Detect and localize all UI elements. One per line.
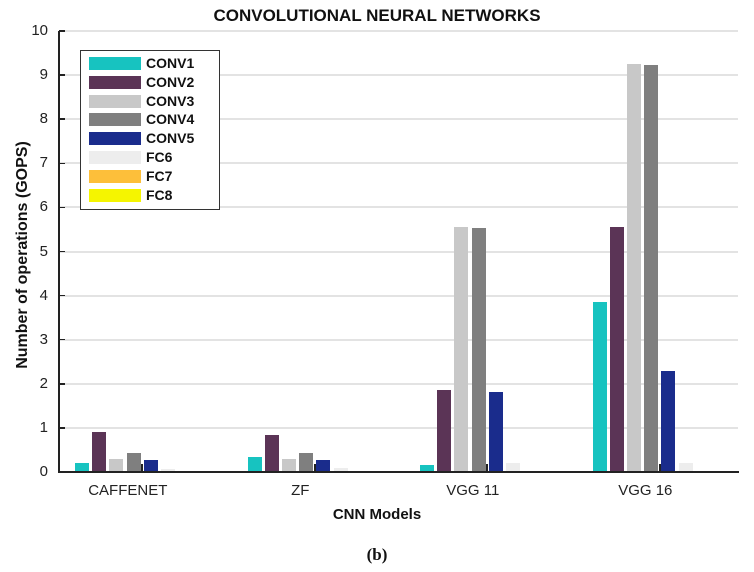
- legend-label: FC6: [146, 149, 173, 165]
- y-tick-label: 3: [39, 330, 48, 348]
- legend-swatch: [89, 188, 141, 202]
- y-tick-label: 0: [39, 463, 48, 480]
- x-axis-label: CNN Models: [332, 506, 422, 523]
- x-category-label: VGG 16: [618, 482, 673, 499]
- x-tick-mark: [658, 464, 661, 472]
- legend-swatch: [89, 132, 141, 146]
- bar-conv4-zf: [299, 453, 314, 472]
- gridline: [59, 162, 738, 165]
- y-tick-label: 4: [39, 286, 48, 304]
- legend-label: FC7: [146, 167, 173, 184]
- bar-conv2-vgg-11: [437, 390, 452, 472]
- y-tick-mark: [59, 383, 65, 385]
- bar-conv5-zf: [316, 460, 331, 472]
- bar-conv5-caffenet: [143, 459, 158, 472]
- legend-swatch: [89, 57, 141, 70]
- y-tick-label: 7: [39, 154, 48, 172]
- gridline: [59, 118, 738, 121]
- y-tick-label: 2: [39, 374, 48, 392]
- gridline: [59, 74, 738, 77]
- x-tick-mark: [486, 464, 489, 472]
- legend-swatch: [89, 94, 141, 108]
- bar-conv1-vgg-16: [592, 301, 607, 472]
- bar-conv3-zf: [281, 459, 296, 472]
- y-tick-mark: [59, 294, 65, 297]
- x-category-label: ZF: [291, 482, 310, 499]
- gridline: [59, 250, 738, 253]
- bar-conv2-zf: [264, 434, 279, 472]
- y-tick-mark: [59, 250, 65, 253]
- bar-conv1-zf: [247, 457, 262, 472]
- x-category-label: VGG 11: [446, 482, 500, 499]
- bar-conv3-caffenet: [109, 459, 124, 472]
- x-tick-mark: [141, 464, 144, 472]
- legend-label: CONV1: [146, 55, 195, 71]
- x-category-label: CAFFENET: [88, 482, 168, 499]
- y-tick-label: 6: [39, 198, 48, 216]
- figure-caption: (b): [0, 545, 754, 565]
- y-tick-mark: [59, 338, 65, 341]
- y-tick-label: 1: [39, 418, 48, 436]
- y-tick-mark: [59, 427, 65, 429]
- y-tick-mark: [59, 118, 65, 120]
- gridline: [59, 382, 738, 385]
- bar-fc6-vgg-11: [506, 463, 520, 472]
- bar-conv5-vgg-11: [488, 391, 503, 472]
- legend-swatch: [89, 151, 141, 164]
- y-axis-line: [58, 31, 60, 473]
- legend-label: CONV5: [146, 130, 195, 147]
- bar-conv2-caffenet: [92, 432, 107, 472]
- gridline: [59, 30, 738, 32]
- y-tick-label: 5: [39, 242, 48, 260]
- legend-label: CONV3: [146, 92, 195, 109]
- y-tick-mark: [59, 162, 65, 165]
- bar-conv2-vgg-16: [609, 227, 624, 472]
- legend-label: FC8: [146, 186, 173, 203]
- y-tick-mark: [59, 74, 65, 76]
- gridline: [59, 294, 738, 297]
- legend-swatch: [89, 113, 141, 127]
- legend-swatch: [89, 75, 141, 89]
- bar-conv3-vgg-16: [626, 63, 641, 472]
- y-tick-label: 8: [39, 110, 48, 128]
- caption-text: (b): [366, 545, 388, 564]
- bar-conv1-caffenet: [75, 462, 89, 472]
- y-tick-mark: [59, 206, 65, 209]
- gridline: [59, 426, 738, 429]
- bar-conv4-vgg-16: [644, 64, 659, 472]
- bar-fc6-caffenet: [161, 469, 175, 472]
- x-axis-line: [58, 471, 739, 473]
- legend-label: CONV2: [146, 73, 195, 90]
- bar-conv4-vgg-11: [471, 228, 486, 472]
- bar-fc6-vgg-16: [678, 463, 693, 472]
- x-tick-mark: [313, 464, 316, 472]
- legend-label: CONV4: [146, 111, 195, 128]
- bar-conv1-vgg-11: [420, 465, 434, 472]
- gridline: [59, 206, 738, 209]
- gridline: [59, 338, 738, 341]
- plot-area: [59, 30, 738, 472]
- bar-fc6-zf: [333, 468, 348, 472]
- y-tick-label: 9: [39, 66, 48, 84]
- bar-conv3-vgg-11: [454, 227, 469, 472]
- bar-conv5-vgg-16: [661, 370, 676, 472]
- chart-title: CONVOLUTIONAL NEURAL NETWORKS: [213, 6, 541, 25]
- legend: CONV1 CONV2 CONV3 CONV4 CONV5 FC6 FC7 FC8: [80, 50, 220, 210]
- y-tick-label: 10: [31, 22, 48, 39]
- legend-swatch: [89, 169, 141, 183]
- bar-conv4-caffenet: [126, 453, 141, 472]
- y-tick-mark: [59, 30, 65, 32]
